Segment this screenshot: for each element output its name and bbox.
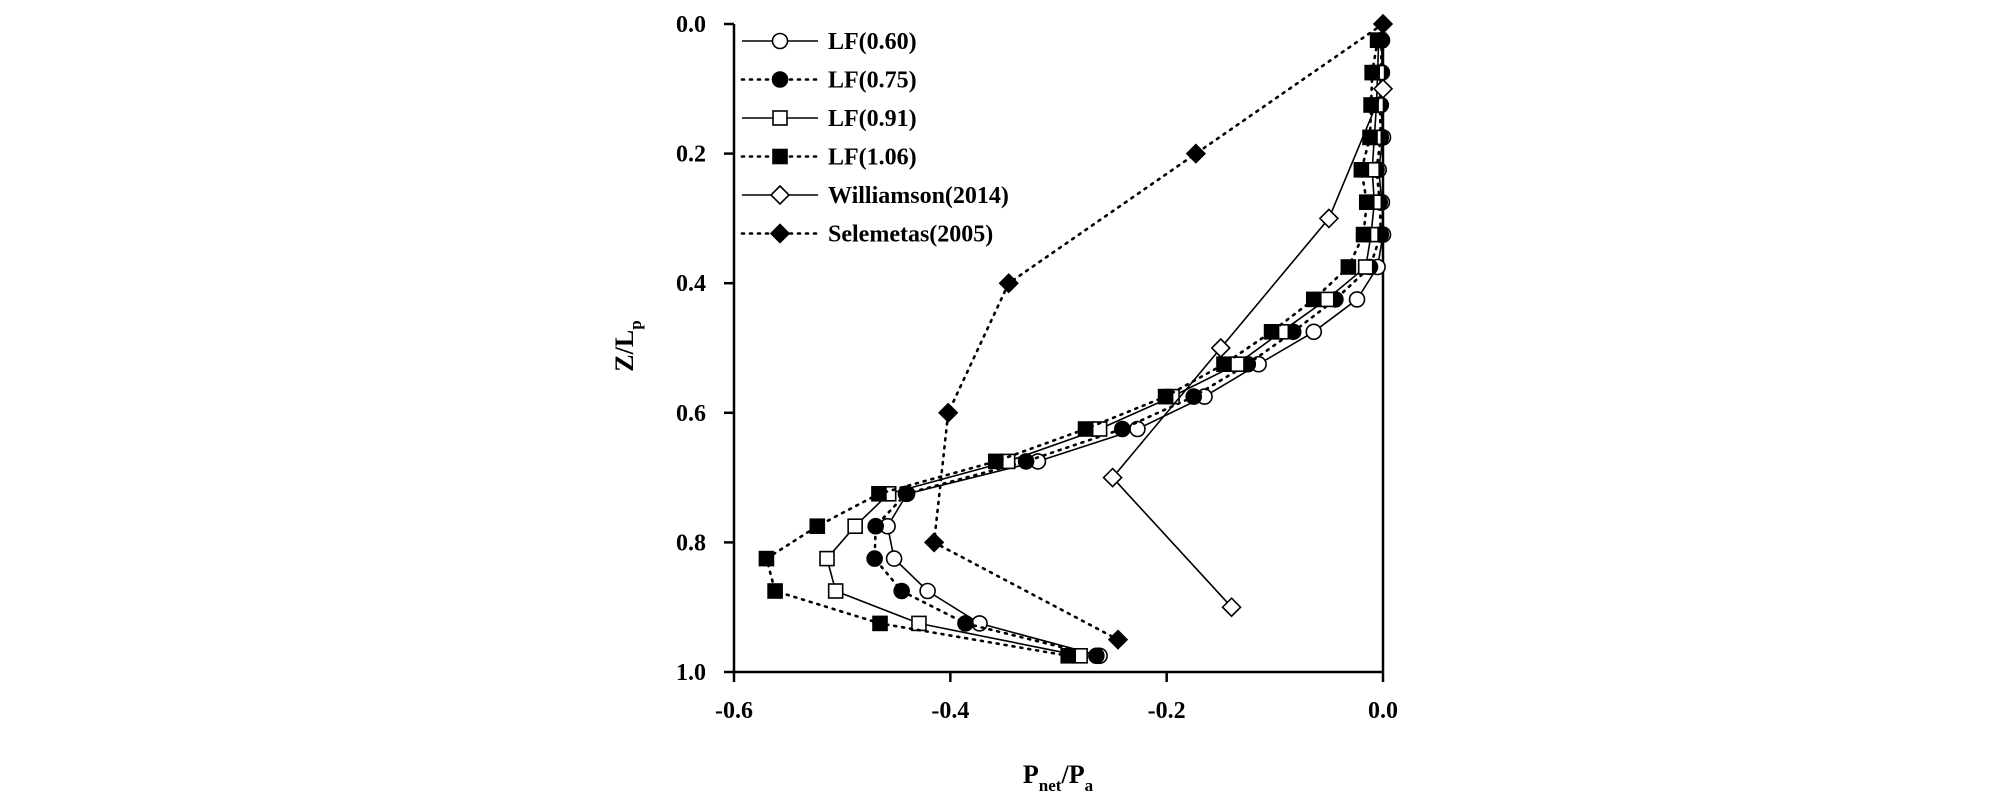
y-title-sub: p <box>626 320 645 329</box>
series-line <box>932 22 1385 641</box>
data-point <box>1372 78 1394 99</box>
data-point <box>1129 420 1146 438</box>
series-layer <box>758 13 1394 665</box>
data-point <box>1340 259 1357 275</box>
data-point <box>987 453 1004 470</box>
data-point <box>809 518 826 535</box>
legend-label: Williamson(2014) <box>828 183 1009 209</box>
x-tick-label: 0.0 <box>1368 698 1398 724</box>
data-point <box>847 518 863 535</box>
series-line <box>886 40 1384 657</box>
legend-marker <box>771 32 789 50</box>
legend-item: LF(0.60) <box>742 29 917 55</box>
data-point <box>1229 356 1245 373</box>
data-point <box>1318 208 1340 229</box>
legend-item: Selemetas(2005) <box>740 222 993 248</box>
legend-marker <box>771 71 789 88</box>
legend-marker <box>772 110 788 126</box>
data-point <box>1305 291 1322 308</box>
legend-label: Selemetas(2005) <box>828 222 993 248</box>
data-point <box>885 550 903 567</box>
data-point <box>871 485 887 502</box>
series-5 <box>923 13 1394 650</box>
data-point <box>1358 194 1375 210</box>
data-point <box>1185 143 1207 164</box>
legend: LF(0.60) LF(0.75) LF(0.91) LF(1.06) Williams… <box>740 29 1009 248</box>
data-point <box>1088 647 1105 665</box>
data-point <box>1221 597 1242 618</box>
series-1 <box>866 31 1391 665</box>
series-line <box>873 38 1384 658</box>
series-line <box>826 40 1380 657</box>
data-point <box>1216 356 1232 373</box>
series-4 <box>1102 78 1394 618</box>
data-point <box>911 615 927 632</box>
data-point <box>827 583 844 599</box>
legend-marker <box>769 184 791 206</box>
data-point <box>866 550 883 567</box>
legend-item: LF(0.91) <box>742 106 917 132</box>
data-point <box>893 582 910 600</box>
data-point <box>1318 291 1335 308</box>
data-point <box>1305 323 1323 341</box>
data-point <box>938 402 959 423</box>
data-point <box>867 517 884 535</box>
data-point <box>1185 388 1203 405</box>
x-title-sub2: a <box>1085 776 1094 795</box>
data-point <box>957 615 974 632</box>
data-point <box>1210 337 1231 359</box>
axis-ticks: 0.0 0.2 0.4 0.6 0.8 1.0 -0.6 -0.4 -0.2 0.0 <box>676 12 1398 724</box>
series-3 <box>758 32 1386 664</box>
data-point <box>1369 32 1386 49</box>
data-point <box>1348 291 1366 308</box>
legend-label: LF(0.91) <box>828 106 917 132</box>
data-point <box>819 550 835 567</box>
legend-item: LF(0.75) <box>740 68 917 94</box>
data-point <box>1157 388 1174 405</box>
x-tick-label: -0.6 <box>715 698 753 724</box>
y-tick-label: 0.8 <box>676 530 706 556</box>
y-tick-label: 0.0 <box>676 12 706 38</box>
y-tick-label: 0.2 <box>676 142 706 168</box>
data-point <box>1372 13 1394 35</box>
data-point <box>998 273 1019 294</box>
legend-item: LF(1.06) <box>740 145 917 171</box>
x-tick-label: -0.4 <box>931 698 969 724</box>
data-point <box>1114 420 1131 438</box>
legend-marker <box>772 148 788 165</box>
data-point <box>758 550 775 567</box>
y-title-main: Z/L <box>610 330 639 372</box>
legend-label: LF(0.75) <box>828 68 917 94</box>
data-point <box>1353 162 1370 178</box>
data-point <box>1107 629 1129 650</box>
data-point <box>872 615 888 632</box>
data-point <box>1263 323 1280 340</box>
y-tick-label: 0.4 <box>676 271 706 297</box>
data-point <box>1102 467 1123 488</box>
data-point <box>1357 259 1374 275</box>
x-title-sub1: net <box>1039 776 1062 795</box>
legend-label: LF(1.06) <box>828 145 917 171</box>
y-axis-title: Z/Lp <box>610 320 645 371</box>
legend-item: Williamson(2014) <box>742 183 1009 209</box>
data-point <box>1355 226 1372 243</box>
y-tick-label: 1.0 <box>676 660 706 686</box>
x-axis-title: Pnet/Pa <box>1023 760 1094 795</box>
data-point <box>919 582 936 600</box>
data-point <box>1364 64 1380 81</box>
data-point <box>1077 421 1094 437</box>
y-tick-label: 0.6 <box>676 401 706 427</box>
x-tick-label: -0.2 <box>1148 698 1186 724</box>
legend-marker <box>769 223 791 244</box>
legend-label: LF(0.60) <box>828 29 917 55</box>
x-title-main: P <box>1023 760 1039 789</box>
data-point <box>767 583 783 599</box>
data-point <box>923 532 945 553</box>
data-point <box>1060 647 1077 664</box>
data-point <box>971 615 988 632</box>
data-point <box>1017 453 1035 470</box>
x-title-mid: /P <box>1060 760 1084 789</box>
series-0 <box>879 31 1392 665</box>
